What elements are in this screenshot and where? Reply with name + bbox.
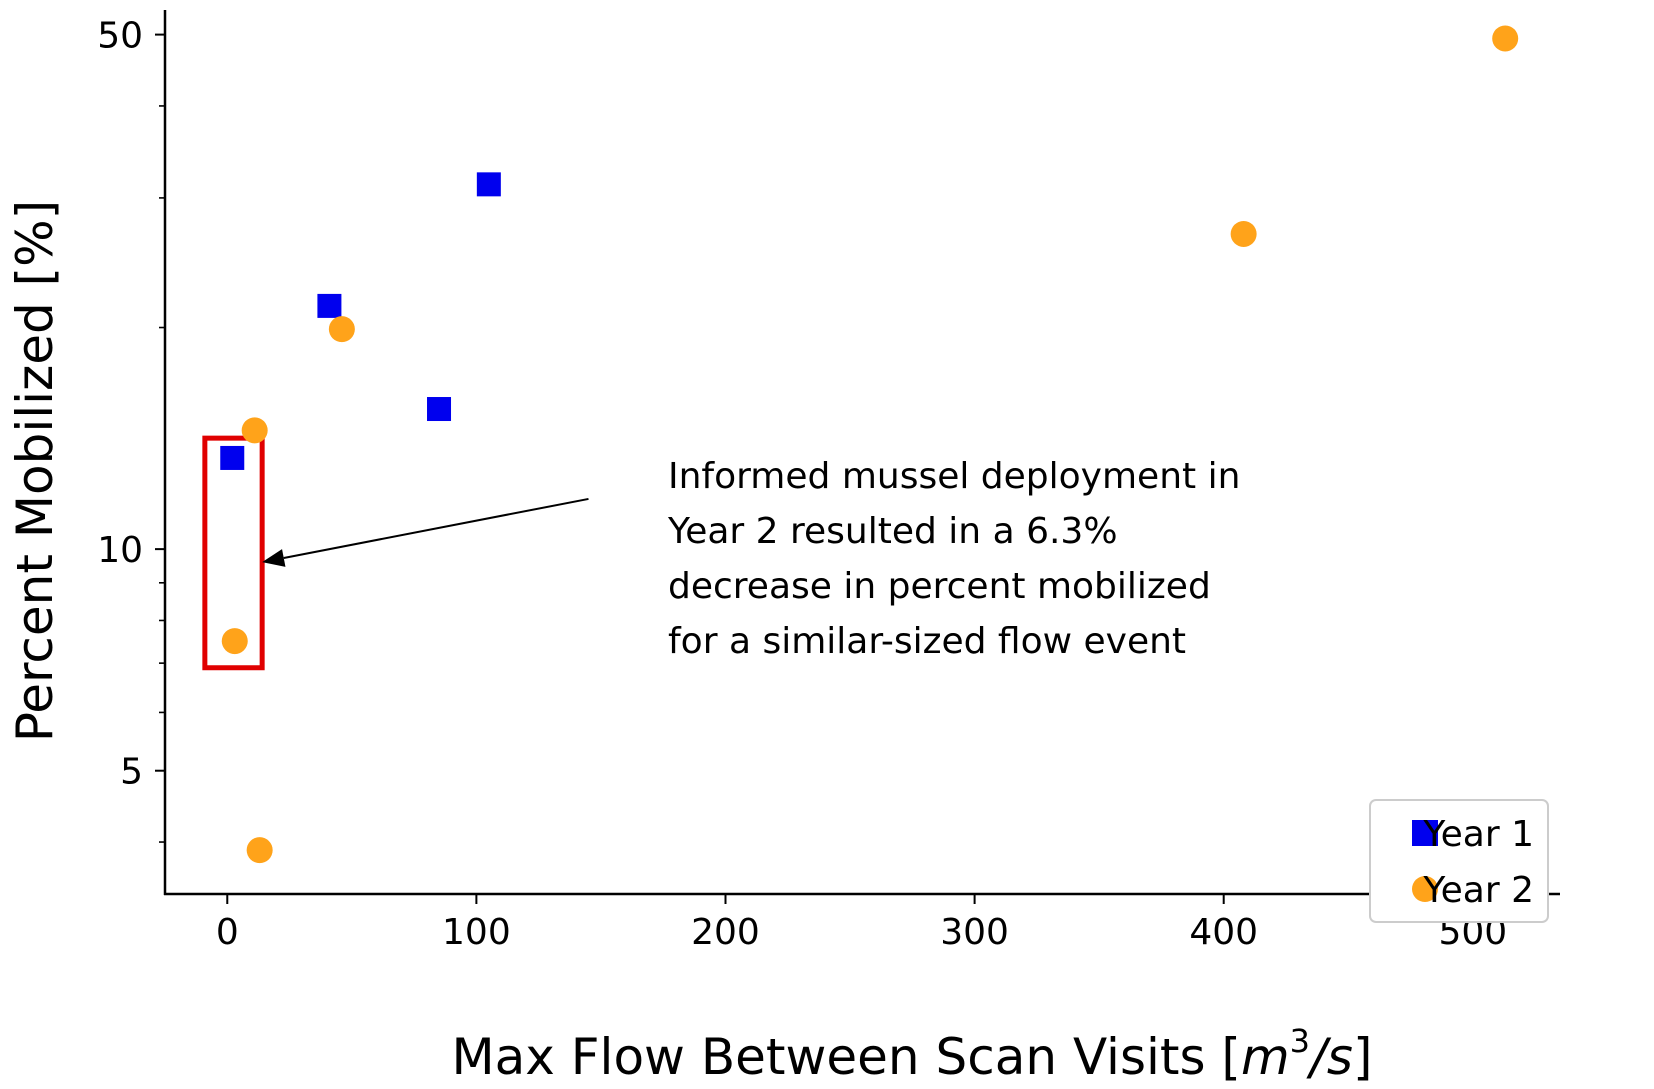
y-tick-label: 50 — [97, 16, 143, 57]
x-tick-label: 100 — [442, 912, 511, 953]
x-axis-label: Max Flow Between Scan Visits [m3/s] — [452, 1022, 1373, 1086]
annotation-text-line: decrease in percent mobilized — [668, 566, 1211, 607]
x-tick-label: 0 — [216, 912, 239, 953]
x-axis-label-main: Max Flow Between Scan Visits [ — [452, 1028, 1241, 1086]
legend: Year 1 Year 2 — [1369, 799, 1549, 923]
y-ticks: 5 10 50 — [97, 16, 165, 843]
data-point-square — [476, 172, 501, 197]
legend-marker-square — [1412, 820, 1438, 846]
x-axis-label-sup: 3 — [1290, 1022, 1310, 1060]
annotation-arrow-line — [283, 497, 589, 559]
data-point-square — [220, 445, 245, 470]
y-axis-label: Percent Mobilized [%] — [6, 200, 64, 742]
legend-marker-circle — [1412, 876, 1438, 902]
x-axis-label-var: m — [1241, 1028, 1290, 1086]
axes — [163, 10, 1560, 896]
data-point-square — [427, 397, 452, 422]
legend-label: Year 1 — [1422, 814, 1534, 855]
x-ticks: 0 100 200 300 400 500 — [216, 894, 1507, 953]
x-tick-label: 300 — [940, 912, 1009, 953]
data-point-circle — [221, 628, 248, 655]
y-tick-label: 10 — [97, 530, 143, 571]
annotation-text-line: Year 2 resulted in a 6.3% — [667, 511, 1118, 552]
annotation-text-line: Informed mussel deployment in — [668, 456, 1240, 497]
data-points — [220, 25, 1519, 864]
data-point-circle — [328, 316, 355, 343]
y-tick-label: 5 — [120, 752, 143, 793]
data-point-square — [317, 293, 342, 318]
data-point-circle — [1492, 25, 1519, 52]
highlight-box — [202, 435, 265, 671]
annotation-arrow-head — [262, 549, 286, 567]
x-axis-label-close: ] — [1353, 1028, 1373, 1086]
x-axis-label-var2: s — [1327, 1028, 1353, 1086]
x-tick-label: 200 — [691, 912, 760, 953]
data-point-circle — [246, 837, 273, 864]
data-point-circle — [1230, 220, 1257, 247]
x-tick-label: 400 — [1189, 912, 1258, 953]
annotation-text-line: for a similar-sized flow event — [668, 621, 1186, 662]
legend-label: Year 2 — [1422, 870, 1534, 911]
data-point-circle — [241, 417, 268, 444]
annotation: Informed mussel deployment in Year 2 resu… — [202, 435, 1240, 671]
